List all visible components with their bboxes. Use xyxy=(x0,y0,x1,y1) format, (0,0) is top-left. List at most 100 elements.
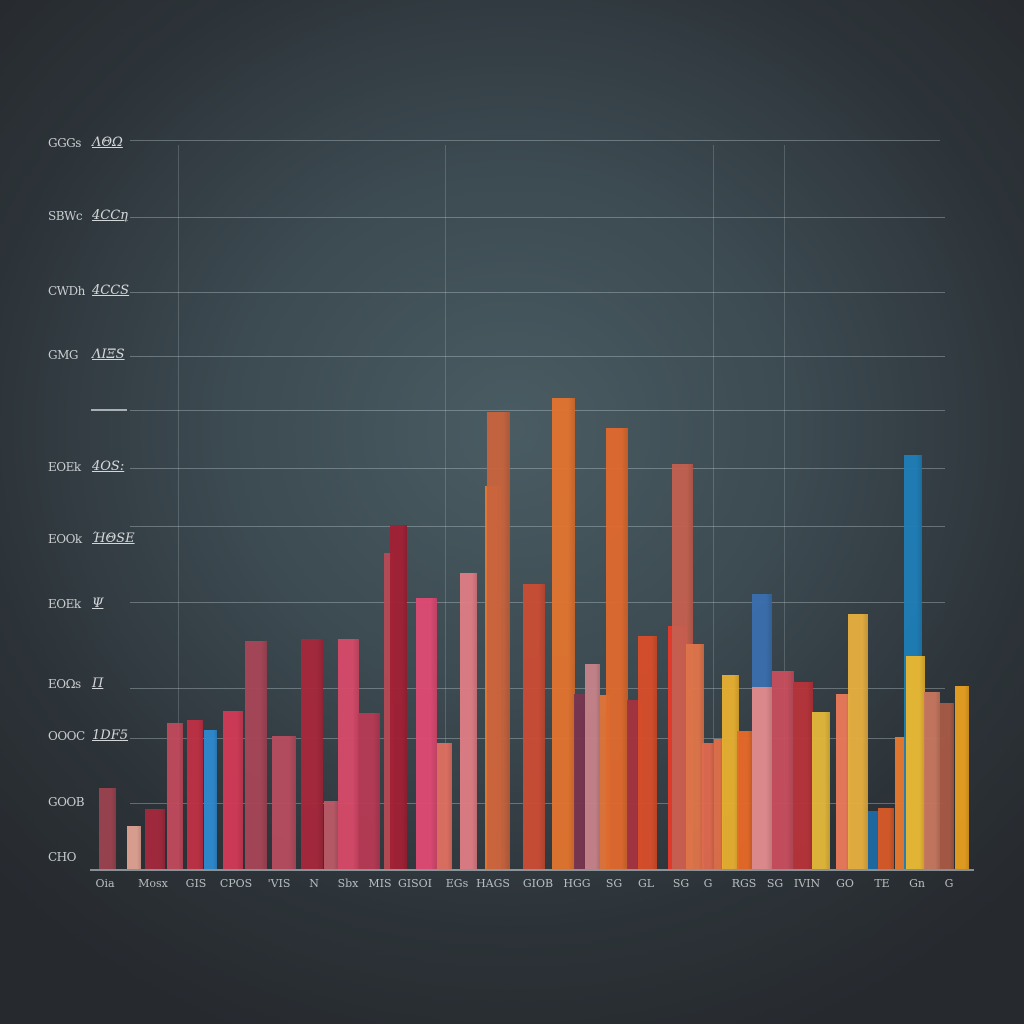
bar xyxy=(460,573,477,869)
bar xyxy=(223,711,243,869)
y-tick-label: GGGs xyxy=(48,136,81,150)
y-tick-label-secondary: ΉΘSE xyxy=(92,531,135,546)
y-tick-label: CWDh xyxy=(48,284,85,298)
bar xyxy=(752,687,772,869)
x-tick-label: Oia xyxy=(95,877,115,890)
bar xyxy=(924,692,940,869)
bar xyxy=(686,644,704,869)
bar xyxy=(702,743,714,869)
gridline-horizontal xyxy=(130,217,945,218)
bar xyxy=(167,723,183,869)
bar xyxy=(793,682,813,869)
x-tick-label: GL xyxy=(637,877,655,890)
x-tick-label: HGG xyxy=(563,877,591,890)
gridline-vertical xyxy=(178,145,179,869)
x-tick-label: SG xyxy=(766,877,784,890)
bar xyxy=(523,584,545,869)
bar xyxy=(955,686,969,869)
x-tick-label: N xyxy=(309,877,319,890)
bar xyxy=(301,639,323,869)
bar xyxy=(384,553,394,869)
y-tick-label-secondary: Ψ xyxy=(92,596,104,611)
gridline-horizontal xyxy=(130,526,945,527)
bar xyxy=(390,525,407,869)
bar xyxy=(437,743,452,869)
bar xyxy=(204,730,217,869)
x-tick-label: 'VIS xyxy=(267,877,291,890)
x-tick-label: EGs xyxy=(445,877,469,890)
y-tick-label: EOOk xyxy=(48,532,82,546)
y-tick-label: GMG xyxy=(48,348,78,362)
y-tick-label: CHO xyxy=(48,850,76,864)
bar xyxy=(940,703,954,869)
y-tick-label-secondary: 4OS: xyxy=(92,459,125,474)
bar xyxy=(145,809,165,869)
y-tick-label-secondary: ΛΘΩ xyxy=(92,135,123,150)
x-tick-label: SG xyxy=(672,877,690,890)
bar xyxy=(358,713,380,869)
y-tick-label-secondary: ΛΙΞS xyxy=(92,347,125,362)
x-tick-label: Sbx xyxy=(337,877,359,890)
x-tick-label: RGS xyxy=(731,877,757,890)
y-tick-label: EOEk xyxy=(48,597,81,611)
bar xyxy=(638,636,657,869)
x-tick-label: SG xyxy=(605,877,623,890)
bar xyxy=(836,694,850,869)
bar xyxy=(272,736,296,869)
y-tick-label: GOOB xyxy=(48,795,85,809)
bar xyxy=(99,788,116,869)
x-tick-label: G xyxy=(703,877,713,890)
gridline-horizontal xyxy=(130,292,945,293)
bar xyxy=(878,808,894,869)
y-tick-label: SBWc xyxy=(48,209,83,223)
x-tick-label: GISOI xyxy=(397,877,433,890)
x-tick-label: TE xyxy=(874,877,890,890)
bar xyxy=(722,675,739,869)
bar xyxy=(552,398,575,869)
gridline-horizontal xyxy=(130,356,945,357)
y-tick-label-secondary: 4CCη xyxy=(92,208,128,223)
bar xyxy=(772,671,794,869)
gridline-horizontal xyxy=(130,410,945,411)
gridline-vertical xyxy=(784,145,785,869)
gridline-vertical xyxy=(445,145,446,869)
x-axis-line xyxy=(90,869,974,871)
bar xyxy=(585,664,600,869)
bar xyxy=(187,720,203,869)
bar xyxy=(324,801,338,869)
bar xyxy=(868,811,880,869)
bar xyxy=(848,614,868,869)
bar xyxy=(606,428,628,869)
bar xyxy=(627,700,641,869)
y-tick-label-secondary: 4CCS xyxy=(92,283,130,298)
bar xyxy=(338,639,359,869)
bar xyxy=(714,739,723,869)
bar xyxy=(812,712,830,869)
x-tick-label: GIS xyxy=(185,877,207,890)
bar xyxy=(906,656,925,869)
x-tick-label: G xyxy=(944,877,954,890)
x-tick-label: GIOB xyxy=(522,877,554,890)
x-tick-label: Mosx xyxy=(138,877,168,890)
gridline-horizontal xyxy=(130,140,940,141)
gridline-horizontal xyxy=(130,468,945,469)
x-tick-label: Gn xyxy=(909,877,925,890)
x-tick-label: MIS xyxy=(368,877,392,890)
bar xyxy=(127,826,141,869)
x-tick-label: HAGS xyxy=(476,877,510,890)
bar xyxy=(737,731,752,869)
y-tick-label: OOOC xyxy=(48,729,85,743)
bar xyxy=(245,641,267,869)
bar xyxy=(574,694,587,869)
gridline-vertical xyxy=(713,145,714,869)
y-tick-label: EOEk xyxy=(48,460,81,474)
y-tick-label-secondary: Π xyxy=(92,676,104,691)
y-axis-tick xyxy=(91,409,127,411)
y-tick-label-secondary: 1DF5 xyxy=(92,728,128,743)
y-tick-label: EOΩs xyxy=(48,677,81,691)
x-tick-label: IVIN xyxy=(793,877,821,890)
bar xyxy=(416,598,437,869)
x-tick-label: GO xyxy=(836,877,854,890)
x-tick-label: CPOS xyxy=(219,877,253,890)
